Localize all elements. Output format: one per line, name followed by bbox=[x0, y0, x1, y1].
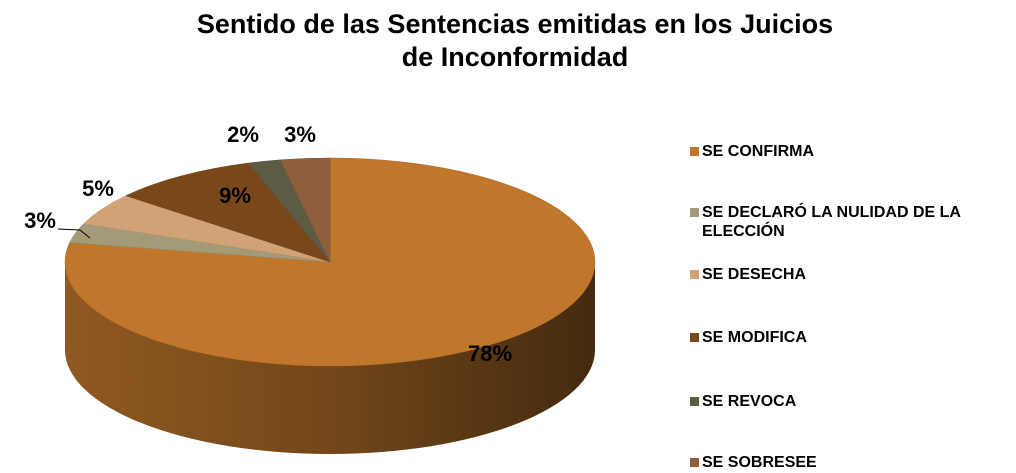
legend-item: SE CONFIRMA bbox=[690, 142, 1016, 161]
legend-swatch bbox=[690, 458, 699, 467]
pie-side bbox=[65, 262, 595, 454]
legend-swatch bbox=[690, 397, 699, 406]
data-label: 5% bbox=[82, 176, 114, 201]
legend-item: SE REVOCA bbox=[690, 392, 1016, 411]
legend-item: SE SOBRESEE bbox=[690, 453, 1016, 472]
legend-label: SE MODIFICA bbox=[702, 329, 807, 346]
leader-line bbox=[57, 228, 91, 239]
data-label: 2% bbox=[227, 122, 259, 147]
pie-slice bbox=[125, 162, 331, 263]
legend-label: SE SOBRESEE bbox=[702, 454, 817, 471]
legend-item: SE MODIFICA bbox=[690, 328, 1016, 347]
legend-label: SE REVOCA bbox=[702, 393, 797, 410]
legend-item: SE DECLARÓ LA NULIDAD DE LA ELECCIÓN bbox=[690, 203, 1016, 241]
legend-swatch bbox=[690, 270, 699, 279]
legend-label: SE DECLARÓ LA NULIDAD DE LA ELECCIÓN bbox=[702, 204, 961, 240]
data-label: 3% bbox=[24, 208, 56, 233]
data-label: 3% bbox=[284, 122, 316, 147]
pie-slice bbox=[279, 157, 331, 263]
data-label: 78% bbox=[468, 341, 512, 366]
legend-swatch bbox=[690, 208, 699, 217]
legend-item: SE DESECHA bbox=[690, 265, 1016, 284]
legend-swatch bbox=[690, 333, 699, 342]
legend-swatch bbox=[690, 147, 699, 156]
chart-title: Sentido de las Sentencias emitidas en lo… bbox=[196, 9, 834, 72]
legend-label: SE DESECHA bbox=[702, 266, 807, 283]
data-label: 9% bbox=[219, 183, 251, 208]
legend-label: SE CONFIRMA bbox=[702, 143, 814, 160]
